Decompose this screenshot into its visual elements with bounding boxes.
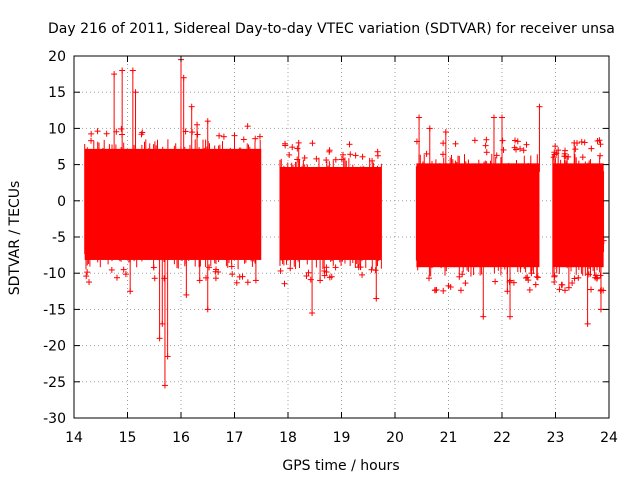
x-tick-label: 20 — [386, 430, 404, 446]
axis-ticks: 14 15 16 17 18 19 20 21 22 23 24 20 15 10 5 0 -5 -10 -15 -2… — [43, 49, 618, 446]
y-tick-label: -20 — [43, 339, 66, 355]
y-tick-label: 10 — [48, 121, 66, 137]
x-tick-label: 21 — [440, 430, 458, 446]
y-tick-label: 5 — [57, 158, 66, 174]
data-series — [83, 56, 607, 389]
chart-title: Day 216 of 2011, Sidereal Day-to-day VTE… — [48, 21, 615, 37]
x-tick-label: 22 — [493, 430, 511, 446]
y-axis-label: SDTVAR / TECUs — [7, 181, 23, 296]
x-tick-label: 17 — [226, 430, 244, 446]
x-axis-label: GPS time / hours — [282, 458, 399, 474]
x-tick-label: 24 — [600, 430, 618, 446]
x-tick-label: 14 — [65, 430, 83, 446]
x-tick-label: 19 — [333, 430, 351, 446]
y-tick-label: -15 — [43, 302, 66, 318]
x-tick-label: 23 — [547, 430, 565, 446]
y-tick-label: -5 — [52, 230, 66, 246]
y-tick-label: -25 — [43, 375, 66, 391]
y-tick-label: -10 — [43, 266, 66, 282]
y-tick-label: 0 — [57, 194, 66, 210]
y-tick-label: -30 — [43, 411, 66, 427]
x-tick-label: 16 — [172, 430, 190, 446]
y-tick-label: 20 — [48, 49, 66, 65]
x-tick-label: 18 — [279, 430, 297, 446]
x-tick-label: 15 — [119, 430, 137, 446]
y-tick-label: 15 — [48, 85, 66, 101]
